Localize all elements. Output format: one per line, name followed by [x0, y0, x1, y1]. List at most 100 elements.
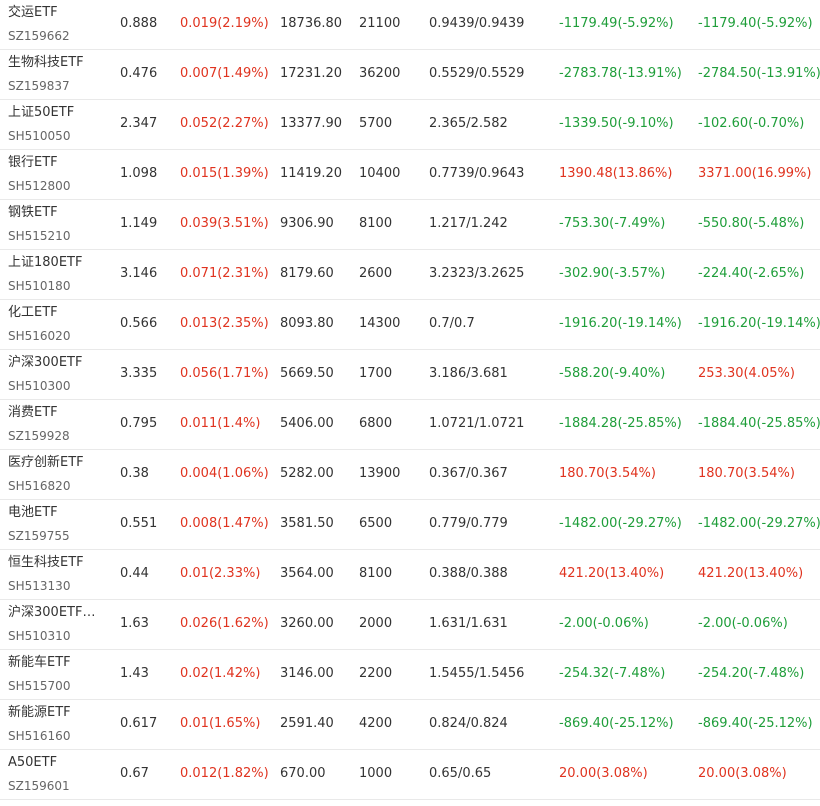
price: 0.795 — [120, 416, 158, 431]
quantity: 21100 — [359, 16, 401, 31]
cost-price: 0.779/0.779 — [429, 516, 508, 531]
total-pnl: 180.70(3.54%) — [698, 466, 795, 481]
etf-code: SH516160 — [8, 729, 71, 743]
cost-price: 1.217/1.242 — [429, 216, 508, 231]
cost-price: 1.0721/1.0721 — [429, 416, 525, 431]
price: 3.146 — [120, 266, 158, 281]
etf-name: 电池ETF — [8, 505, 58, 520]
cost-price: 0.5529/0.5529 — [429, 66, 525, 81]
etf-code: SZ159662 — [8, 29, 70, 43]
quantity: 13900 — [359, 466, 401, 481]
total-pnl: -550.80(-5.48%) — [698, 216, 805, 231]
table-row[interactable]: 医疗创新ETF SH516820 0.38 0.004(1.06%) 5282.00 13… — [0, 450, 820, 500]
etf-code: SH515210 — [8, 229, 71, 243]
market-value: 8093.80 — [280, 316, 334, 331]
table-row[interactable]: 钢铁ETF SH515210 1.149 0.039(3.51%) 9306.90 810… — [0, 200, 820, 250]
table-row[interactable]: 沪深300ETF… SH510310 1.63 0.026(1.62%) 3260.00… — [0, 600, 820, 650]
market-value: 2591.40 — [280, 716, 334, 731]
market-value: 13377.90 — [280, 116, 343, 131]
quantity: 4200 — [359, 716, 393, 731]
quantity: 2000 — [359, 616, 393, 631]
total-pnl: 421.20(13.40%) — [698, 566, 804, 581]
quantity: 6500 — [359, 516, 393, 531]
daily-change: 0.011(1.4%) — [180, 416, 261, 431]
table-row[interactable]: 银行ETF SH512800 1.098 0.015(1.39%) 11419.20 10… — [0, 150, 820, 200]
table-row[interactable]: 电池ETF SZ159755 0.551 0.008(1.47%) 3581.50 650… — [0, 500, 820, 550]
table-row[interactable]: 交运ETF SZ159662 0.888 0.019(2.19%) 18736.80 21… — [0, 0, 820, 50]
position-pnl: -1884.28(-25.85%) — [559, 416, 682, 431]
etf-code: SH510180 — [8, 279, 71, 293]
quantity: 2200 — [359, 666, 393, 681]
market-value: 11419.20 — [280, 166, 343, 181]
position-pnl: -753.30(-7.49%) — [559, 216, 666, 231]
daily-change: 0.007(1.49%) — [180, 66, 269, 81]
quantity: 36200 — [359, 66, 401, 81]
etf-name: A50ETF — [8, 755, 58, 770]
market-value: 5406.00 — [280, 416, 334, 431]
total-pnl: 20.00(3.08%) — [698, 766, 787, 781]
table-row[interactable]: 上证50ETF SH510050 2.347 0.052(2.27%) 13377.90… — [0, 100, 820, 150]
total-pnl: -254.20(-7.48%) — [698, 666, 805, 681]
table-row[interactable]: 沪深300ETF SH510300 3.335 0.056(1.71%) 5669.50… — [0, 350, 820, 400]
position-pnl: 1390.48(13.86%) — [559, 166, 673, 181]
etf-name: 生物科技ETF — [8, 55, 84, 70]
table-row[interactable]: 化工ETF SH516020 0.566 0.013(2.35%) 8093.80 143… — [0, 300, 820, 350]
price: 0.551 — [120, 516, 158, 531]
quantity: 1700 — [359, 366, 393, 381]
total-pnl: -869.40(-25.12%) — [698, 716, 813, 731]
etf-code: SZ159755 — [8, 529, 70, 543]
cost-price: 0.7739/0.9643 — [429, 166, 525, 181]
total-pnl: -1179.40(-5.92%) — [698, 16, 813, 31]
total-pnl: 3371.00(16.99%) — [698, 166, 812, 181]
market-value: 17231.20 — [280, 66, 343, 81]
etf-code: SH516020 — [8, 329, 71, 343]
market-value: 3564.00 — [280, 566, 334, 581]
etf-name: 沪深300ETF… — [8, 605, 96, 620]
total-pnl: -1482.00(-29.27%) — [698, 516, 820, 531]
total-pnl: 253.30(4.05%) — [698, 366, 795, 381]
quantity: 6800 — [359, 416, 393, 431]
market-value: 3581.50 — [280, 516, 334, 531]
etf-code: SH510300 — [8, 379, 71, 393]
total-pnl: -2.00(-0.06%) — [698, 616, 788, 631]
cost-price: 1.5455/1.5456 — [429, 666, 525, 681]
daily-change: 0.039(3.51%) — [180, 216, 269, 231]
position-pnl: -1482.00(-29.27%) — [559, 516, 682, 531]
table-row[interactable]: 生物科技ETF SZ159837 0.476 0.007(1.49%) 17231.20… — [0, 50, 820, 100]
etf-code: SH512800 — [8, 179, 71, 193]
cost-price: 2.365/2.582 — [429, 116, 508, 131]
table-row[interactable]: 上证180ETF SH510180 3.146 0.071(2.31%) 8179.60… — [0, 250, 820, 300]
etf-code: SZ159837 — [8, 79, 70, 93]
table-row[interactable]: 消费ETF SZ159928 0.795 0.011(1.4%) 5406.00 6800… — [0, 400, 820, 450]
quantity: 8100 — [359, 216, 393, 231]
position-pnl: -1916.20(-19.14%) — [559, 316, 682, 331]
market-value: 5282.00 — [280, 466, 334, 481]
cost-price: 3.186/3.681 — [429, 366, 508, 381]
table-row[interactable]: 恒生科技ETF SH513130 0.44 0.01(2.33%) 3564.00 810… — [0, 550, 820, 600]
etf-code: SH516820 — [8, 479, 71, 493]
position-pnl: -302.90(-3.57%) — [559, 266, 666, 281]
etf-code: SH515700 — [8, 679, 71, 693]
etf-name: 恒生科技ETF — [8, 555, 84, 570]
price: 0.38 — [120, 466, 149, 481]
market-value: 3146.00 — [280, 666, 334, 681]
etf-name: 钢铁ETF — [8, 205, 58, 220]
price: 1.098 — [120, 166, 158, 181]
etf-name: 医疗创新ETF — [8, 455, 84, 470]
position-pnl: -1179.49(-5.92%) — [559, 16, 674, 31]
table-row[interactable]: A50ETF SZ159601 0.67 0.012(1.82%) 670.00 1000… — [0, 750, 820, 800]
table-row[interactable]: 新能源ETF SH516160 0.617 0.01(1.65%) 2591.40 420… — [0, 700, 820, 750]
price: 0.566 — [120, 316, 158, 331]
table-row[interactable]: 新能车ETF SH515700 1.43 0.02(1.42%) 3146.00 2200… — [0, 650, 820, 700]
etf-code: SH510050 — [8, 129, 71, 143]
etf-code: SZ159601 — [8, 779, 70, 793]
price: 3.335 — [120, 366, 158, 381]
market-value: 8179.60 — [280, 266, 334, 281]
price: 0.888 — [120, 16, 158, 31]
position-pnl: -1339.50(-9.10%) — [559, 116, 674, 131]
position-pnl: -2.00(-0.06%) — [559, 616, 649, 631]
cost-price: 0.9439/0.9439 — [429, 16, 525, 31]
total-pnl: -224.40(-2.65%) — [698, 266, 805, 281]
position-pnl: 421.20(13.40%) — [559, 566, 665, 581]
daily-change: 0.02(1.42%) — [180, 666, 261, 681]
